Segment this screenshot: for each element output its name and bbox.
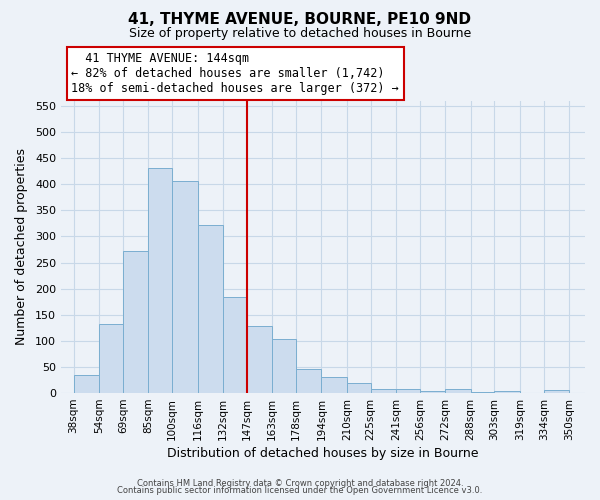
Text: 41 THYME AVENUE: 144sqm
← 82% of detached houses are smaller (1,742)
18% of semi: 41 THYME AVENUE: 144sqm ← 82% of detache… <box>71 52 399 95</box>
Bar <box>296 369 322 393</box>
Bar <box>396 389 420 393</box>
Y-axis label: Number of detached properties: Number of detached properties <box>15 148 28 346</box>
Bar <box>470 392 494 393</box>
Bar <box>322 378 347 393</box>
Bar <box>74 375 99 393</box>
Bar <box>520 392 544 393</box>
Bar <box>371 389 396 393</box>
Bar <box>172 181 197 393</box>
Bar <box>99 324 123 393</box>
Bar <box>272 340 296 393</box>
Bar <box>123 251 148 393</box>
Bar <box>223 297 247 393</box>
Text: 41, THYME AVENUE, BOURNE, PE10 9ND: 41, THYME AVENUE, BOURNE, PE10 9ND <box>128 12 472 28</box>
Bar <box>494 391 520 393</box>
Bar <box>544 390 569 393</box>
Bar <box>247 326 272 393</box>
Bar <box>420 391 445 393</box>
Text: Contains public sector information licensed under the Open Government Licence v3: Contains public sector information licen… <box>118 486 482 495</box>
Bar <box>197 225 223 393</box>
Text: Size of property relative to detached houses in Bourne: Size of property relative to detached ho… <box>129 28 471 40</box>
Bar <box>148 168 172 393</box>
X-axis label: Distribution of detached houses by size in Bourne: Distribution of detached houses by size … <box>167 447 479 460</box>
Text: Contains HM Land Registry data © Crown copyright and database right 2024.: Contains HM Land Registry data © Crown c… <box>137 478 463 488</box>
Bar <box>445 389 470 393</box>
Bar <box>347 382 371 393</box>
